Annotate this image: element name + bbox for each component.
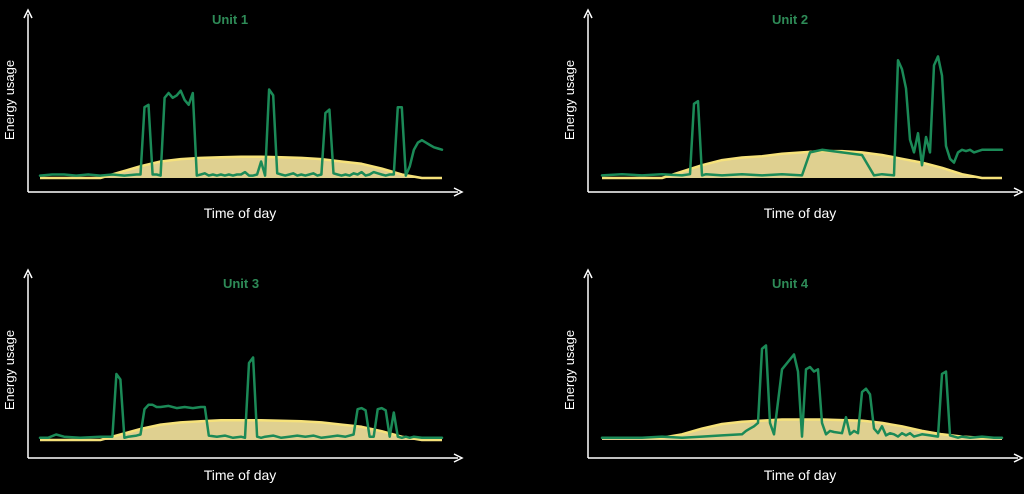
unit3-usage-line — [38, 356, 444, 440]
unit4-usage-line — [600, 344, 1004, 439]
unit4-x-axis-arrow — [1013, 453, 1024, 463]
unit3-title: Unit 3 — [223, 276, 259, 291]
unit4-y-axis-arrow — [583, 268, 593, 279]
unit2-x-label: Time of day — [764, 205, 837, 221]
unit2-y-label: Energy usage — [562, 60, 577, 140]
unit1-usage-line — [38, 88, 444, 177]
unit2-title: Unit 2 — [772, 12, 808, 27]
unit2-x-axis-arrow — [1013, 187, 1024, 197]
unit1-title: Unit 1 — [212, 12, 248, 27]
unit1-y-axis-arrow — [23, 8, 33, 19]
unit1-x-label: Time of day — [204, 205, 277, 221]
unit3-y-axis-arrow — [23, 268, 33, 279]
unit3-x-label: Time of day — [204, 467, 277, 483]
unit2-y-axis-arrow — [583, 8, 593, 19]
unit3-y-label: Energy usage — [2, 330, 17, 410]
unit1-x-axis-arrow — [453, 187, 464, 197]
unit1-y-label: Energy usage — [2, 60, 17, 140]
unit3-x-axis-arrow — [453, 453, 464, 463]
unit4-y-label: Energy usage — [562, 330, 577, 410]
unit2-usage-line — [600, 55, 1004, 177]
unit4-title: Unit 4 — [772, 276, 809, 291]
unit4-x-label: Time of day — [764, 467, 837, 483]
